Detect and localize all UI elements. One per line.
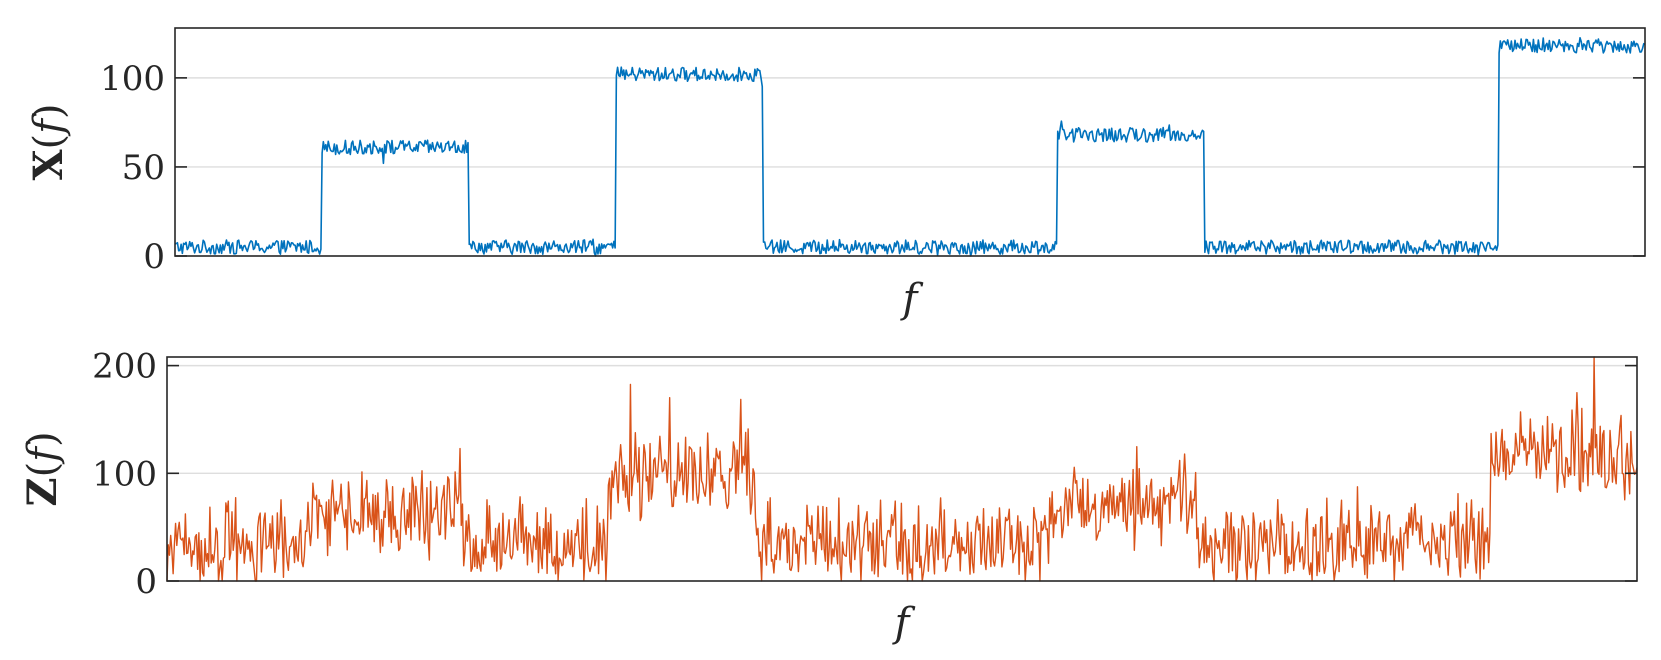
z-ylabel-symbol: Z bbox=[19, 477, 66, 506]
z-ytick-label: 0 bbox=[135, 562, 157, 602]
x-xlabel: f bbox=[900, 276, 924, 322]
x-signal-panel: 0 50 100 X(f) f bbox=[25, 27, 1646, 322]
z-grid bbox=[167, 364, 1637, 475]
z-ytick-label: 200 bbox=[92, 347, 157, 387]
z-signal-line bbox=[166, 356, 1638, 582]
z-ticks: 0 100 200 bbox=[92, 347, 1637, 602]
x-ticks: 0 50 100 bbox=[100, 59, 1645, 277]
x-ytick-label: 0 bbox=[143, 237, 165, 277]
x-ytick-label: 100 bbox=[100, 59, 165, 99]
z-ylabel: Z(f) bbox=[19, 431, 66, 506]
x-grid bbox=[175, 77, 1645, 168]
x-plot-frame bbox=[174, 27, 1646, 257]
svg-text:Z(f): Z(f) bbox=[19, 431, 66, 506]
z-ytick-label: 100 bbox=[92, 454, 157, 494]
z-xlabel: f bbox=[892, 600, 916, 646]
svg-text:X(f): X(f) bbox=[25, 103, 72, 180]
x-signal-line bbox=[174, 36, 1646, 257]
z-plot-frame bbox=[166, 356, 1638, 582]
x-ylabel-symbol: X bbox=[25, 149, 72, 180]
x-ytick-label: 50 bbox=[122, 148, 165, 188]
z-signal-panel: 0 100 200 Z(f) f bbox=[19, 347, 1638, 646]
x-ylabel: X(f) bbox=[25, 103, 72, 180]
